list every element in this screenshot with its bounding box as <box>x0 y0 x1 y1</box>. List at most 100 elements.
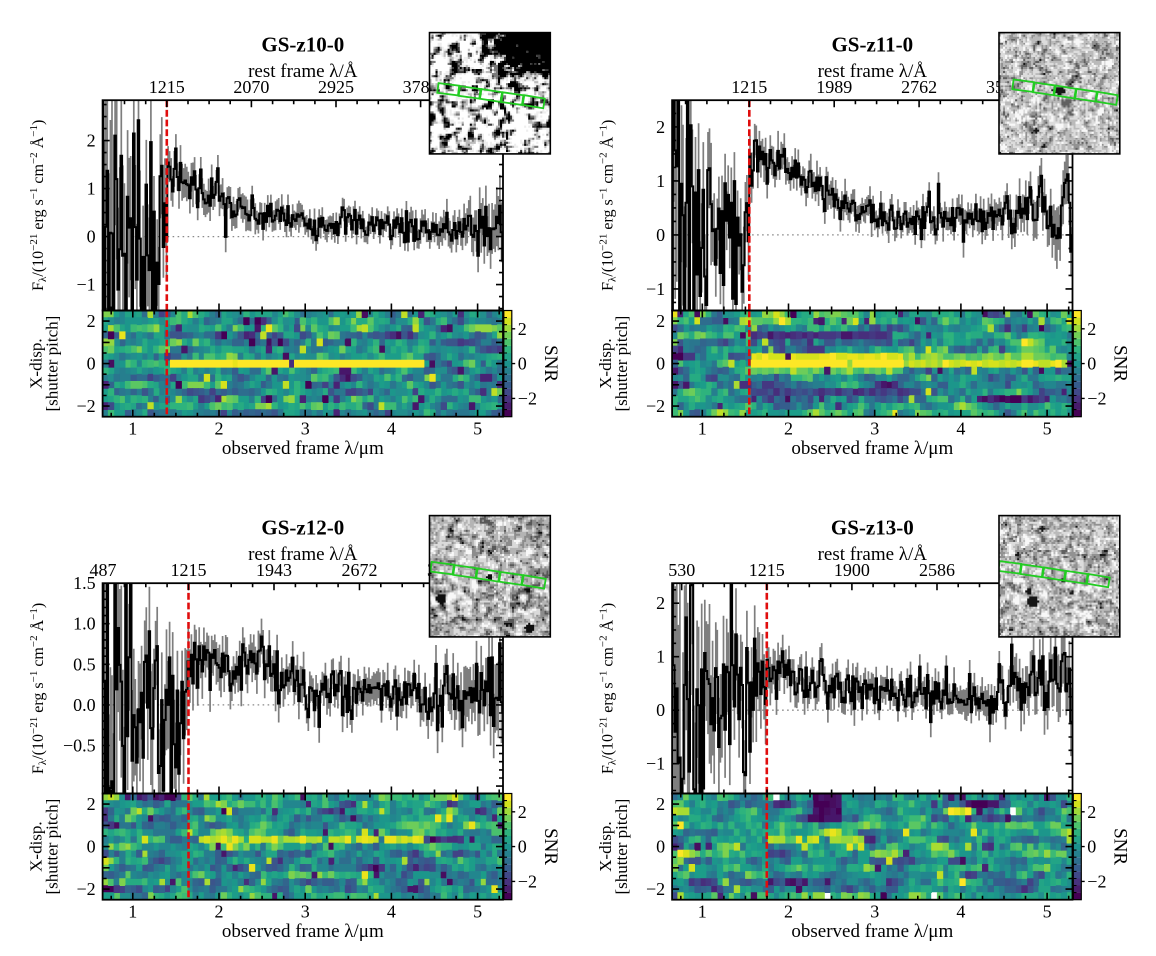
svg-text:3: 3 <box>301 419 310 439</box>
svg-text:2925: 2925 <box>318 77 354 97</box>
svg-text:2: 2 <box>87 794 96 814</box>
svg-text:1215: 1215 <box>749 560 785 580</box>
svg-text:0: 0 <box>87 354 96 374</box>
svg-text:0: 0 <box>518 354 527 374</box>
svg-text:rest frame λ/Å: rest frame λ/Å <box>818 544 928 565</box>
svg-text:2: 2 <box>1087 802 1096 822</box>
svg-text:GS-z11-0: GS-z11-0 <box>831 33 913 57</box>
svg-text:[shutter pitch]: [shutter pitch] <box>43 316 62 412</box>
svg-text:−1: −1 <box>646 754 665 774</box>
svg-text:0: 0 <box>87 837 96 857</box>
svg-text:2: 2 <box>784 419 793 439</box>
svg-text:rest frame λ/Å: rest frame λ/Å <box>248 544 358 565</box>
svg-text:rest frame λ/Å: rest frame λ/Å <box>248 61 358 82</box>
svg-text:3: 3 <box>870 419 879 439</box>
svg-text:−2: −2 <box>1087 871 1106 891</box>
svg-text:observed frame λ/μm: observed frame λ/μm <box>791 438 953 459</box>
svg-text:2: 2 <box>1087 319 1096 339</box>
svg-text:2: 2 <box>784 902 793 922</box>
svg-text:3: 3 <box>301 902 310 922</box>
svg-text:2: 2 <box>656 593 665 613</box>
svg-text:2070: 2070 <box>233 77 269 97</box>
svg-text:5: 5 <box>1043 419 1052 439</box>
svg-text:1215: 1215 <box>171 560 207 580</box>
svg-text:0: 0 <box>656 837 665 857</box>
svg-text:[shutter pitch]: [shutter pitch] <box>43 799 62 895</box>
svg-text:0: 0 <box>1087 837 1096 857</box>
svg-text:1: 1 <box>656 647 665 667</box>
svg-text:0: 0 <box>1087 354 1096 374</box>
svg-text:4: 4 <box>387 419 396 439</box>
svg-text:2762: 2762 <box>901 77 937 97</box>
svg-text:5: 5 <box>473 419 482 439</box>
svg-text:2: 2 <box>518 319 527 339</box>
svg-text:1.5: 1.5 <box>73 573 96 593</box>
svg-text:observed frame λ/μm: observed frame λ/μm <box>222 438 384 459</box>
svg-text:X-disp.: X-disp. <box>596 821 615 872</box>
svg-text:SNR: SNR <box>1110 828 1131 865</box>
svg-text:1: 1 <box>128 902 137 922</box>
svg-text:2586: 2586 <box>919 560 955 580</box>
svg-text:0: 0 <box>518 837 527 857</box>
svg-text:4: 4 <box>387 902 396 922</box>
svg-text:−1: −1 <box>646 279 665 299</box>
svg-text:1.0: 1.0 <box>73 614 96 634</box>
svg-text:SNR: SNR <box>540 828 561 865</box>
svg-text:2: 2 <box>215 902 224 922</box>
svg-text:2: 2 <box>215 419 224 439</box>
svg-text:0: 0 <box>656 700 665 720</box>
svg-text:−2: −2 <box>646 396 665 416</box>
svg-text:2: 2 <box>87 131 96 151</box>
svg-text:observed frame λ/μm: observed frame λ/μm <box>791 921 953 942</box>
svg-text:−2: −2 <box>1087 388 1106 408</box>
svg-text:0: 0 <box>87 227 96 247</box>
svg-text:0.0: 0.0 <box>73 695 96 715</box>
svg-text:2: 2 <box>656 794 665 814</box>
svg-text:1215: 1215 <box>731 77 767 97</box>
svg-text:1943: 1943 <box>256 560 292 580</box>
svg-text:Fλ/(10−21 erg s−1 cm−2 Å−1): Fλ/(10−21 erg s−1 cm−2 Å−1) <box>28 120 49 291</box>
svg-text:0.5: 0.5 <box>73 654 96 674</box>
svg-text:2: 2 <box>656 311 665 331</box>
svg-text:4: 4 <box>956 419 965 439</box>
svg-text:SNR: SNR <box>540 345 561 382</box>
svg-text:2: 2 <box>87 311 96 331</box>
svg-text:−2: −2 <box>76 396 95 416</box>
svg-text:2672: 2672 <box>342 560 378 580</box>
svg-text:5: 5 <box>473 902 482 922</box>
svg-text:−2: −2 <box>518 388 537 408</box>
svg-text:GS-z13-0: GS-z13-0 <box>831 516 914 540</box>
svg-text:1: 1 <box>698 419 707 439</box>
svg-text:GS-z10-0: GS-z10-0 <box>261 33 344 57</box>
svg-text:0: 0 <box>656 225 665 245</box>
svg-text:487: 487 <box>90 560 117 580</box>
svg-text:5: 5 <box>1043 902 1052 922</box>
svg-text:Fλ/(10−21 erg s−1 cm−2 Å−1): Fλ/(10−21 erg s−1 cm−2 Å−1) <box>598 603 619 774</box>
svg-text:X-disp.: X-disp. <box>27 338 46 389</box>
svg-text:1: 1 <box>656 171 665 191</box>
svg-text:X-disp.: X-disp. <box>27 821 46 872</box>
svg-text:1900: 1900 <box>834 560 870 580</box>
svg-text:−0.5: −0.5 <box>63 736 96 756</box>
svg-text:−2: −2 <box>518 871 537 891</box>
svg-text:[shutter pitch]: [shutter pitch] <box>612 799 631 895</box>
svg-text:X-disp.: X-disp. <box>596 338 615 389</box>
svg-text:530: 530 <box>668 560 695 580</box>
svg-text:−2: −2 <box>646 879 665 899</box>
svg-text:[shutter pitch]: [shutter pitch] <box>612 316 631 412</box>
svg-text:1: 1 <box>128 419 137 439</box>
svg-text:1: 1 <box>87 179 96 199</box>
svg-text:0: 0 <box>656 354 665 374</box>
svg-text:3: 3 <box>870 902 879 922</box>
svg-text:SNR: SNR <box>1110 345 1131 382</box>
svg-text:−2: −2 <box>76 879 95 899</box>
svg-text:2: 2 <box>518 802 527 822</box>
svg-text:Fλ/(10−21 erg s−1 cm−2 Å−1): Fλ/(10−21 erg s−1 cm−2 Å−1) <box>28 603 49 774</box>
svg-text:4: 4 <box>956 902 965 922</box>
svg-text:1989: 1989 <box>816 77 852 97</box>
svg-text:−1: −1 <box>76 275 95 295</box>
svg-text:rest frame λ/Å: rest frame λ/Å <box>818 61 928 82</box>
svg-text:Fλ/(10−21 erg s−1 cm−2 Å−1): Fλ/(10−21 erg s−1 cm−2 Å−1) <box>598 120 619 291</box>
svg-text:1215: 1215 <box>149 77 185 97</box>
svg-text:2: 2 <box>656 117 665 137</box>
